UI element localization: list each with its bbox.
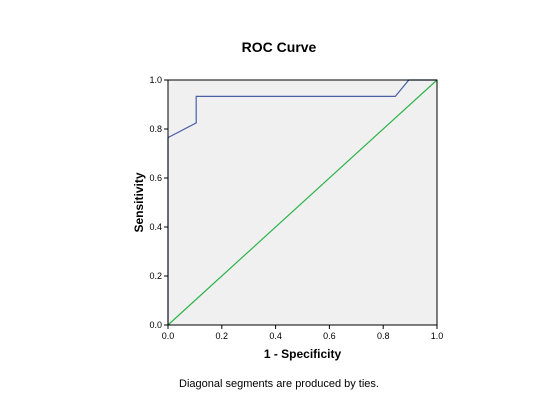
y-tick-label: 0.2: [149, 271, 162, 281]
footnote: Diagonal segments are produced by ties.: [179, 378, 379, 390]
y-tick-label: 0.6: [149, 173, 162, 183]
y-tick-label: 0.0: [149, 320, 162, 330]
x-tick-label: 0.6: [323, 331, 336, 341]
x-tick-label: 0.8: [377, 331, 390, 341]
reference-diagonal-line: [167, 79, 438, 326]
y-tick-label: 0.4: [149, 222, 162, 232]
x-tick-label: 1.0: [431, 331, 444, 341]
y-tick-label: 0.8: [149, 124, 162, 134]
x-axis: 0.0 0.2 0.4 0.6 0.8 1.0: [162, 325, 444, 341]
x-tick-label: 0.4: [269, 331, 282, 341]
y-tick-label: 1.0: [149, 75, 162, 85]
x-axis-title: 1 - Specificity: [264, 347, 342, 361]
chart-title: ROC Curve: [242, 39, 317, 55]
plot-frame: [167, 79, 438, 326]
y-axis: 0.0 0.2 0.4 0.6 0.8 1.0: [149, 75, 168, 330]
y-axis-title: Sensitivity: [132, 172, 146, 232]
x-tick-label: 0.0: [162, 331, 175, 341]
x-tick-label: 0.2: [216, 331, 229, 341]
